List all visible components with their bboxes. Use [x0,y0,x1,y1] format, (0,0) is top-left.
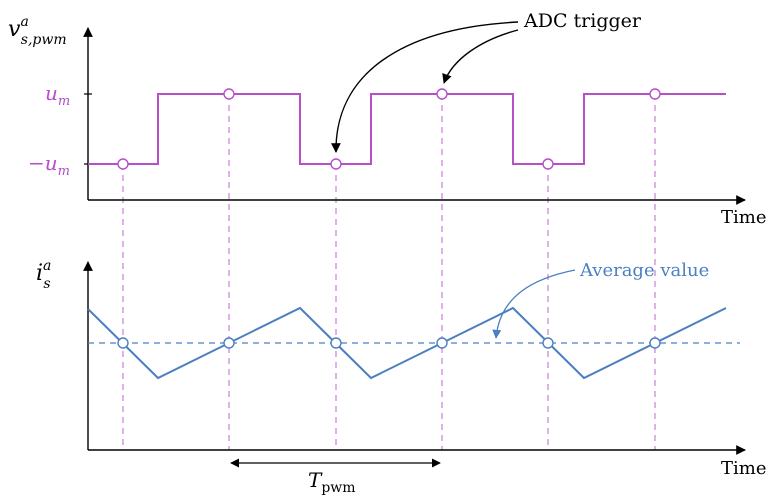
pwm-sample-point [330,158,342,170]
level-low-label: −um [28,151,70,179]
pwm-sample-point [649,88,661,100]
top-plot: va s,pwm um −um Time ADC trigger [8,10,766,228]
current-waveform [87,306,727,380]
adc-trigger-arrow-right [442,29,519,84]
average-value-arrow [492,269,576,339]
pwm-sample-point [436,88,448,100]
pwm-sample-point [542,158,554,170]
current-sample-point [223,337,235,349]
bottom-xlabel: Time [721,458,766,479]
average-value-label: Average value [579,260,709,281]
bottom-ylabel: ia s [36,258,51,292]
pwm-waveform [88,93,726,165]
current-sample-point [117,337,129,349]
adc-trigger-label: ADC trigger [523,10,642,32]
current-sample-point [330,337,342,349]
bottom-plot: ia s Average value Time Tpwm [36,258,766,496]
top-ylabel: va s,pwm [8,14,67,48]
pwm-sample-point [117,158,129,170]
adc-trigger-arrow-left [330,21,519,153]
current-sample-point [649,337,661,349]
top-xlabel: Time [721,207,766,228]
pwm-sample-point [223,88,235,100]
level-high-label: um [45,81,70,109]
period-label: Tpwm [308,468,356,496]
sampling-guides [122,94,656,450]
current-sample-point [542,337,554,349]
current-sample-point [436,337,448,349]
